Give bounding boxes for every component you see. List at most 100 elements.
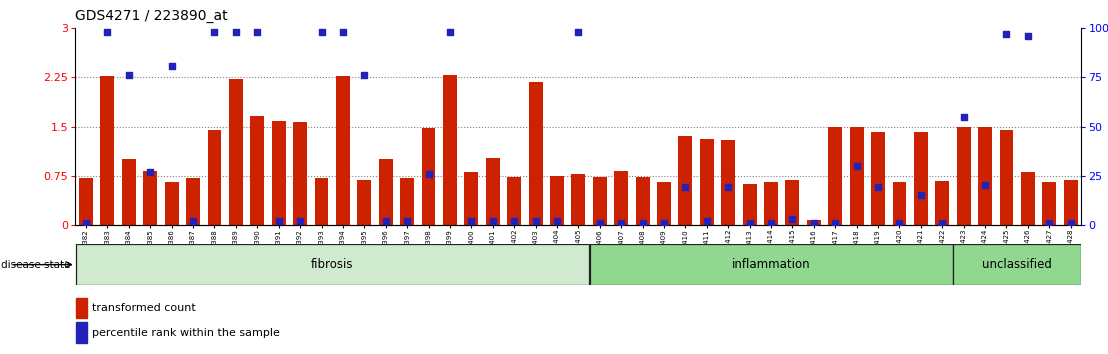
Bar [678,136,692,225]
Bar [914,132,927,225]
Bar [935,181,950,225]
Point [997,32,1015,37]
Bar [765,182,778,225]
Point [184,218,202,224]
Point [248,29,266,35]
Bar [1020,172,1035,225]
Bar [485,158,500,225]
Bar [572,175,585,225]
Point [270,218,288,224]
Point [1019,33,1037,39]
Point [955,114,973,120]
Point [591,220,608,225]
Bar [614,171,628,225]
Bar [657,182,671,225]
Bar [101,76,114,225]
Bar [999,130,1014,225]
Bar [165,182,178,225]
Point [741,220,759,225]
Point [334,29,351,35]
Bar [229,79,243,225]
Point [548,218,566,224]
Bar [529,82,543,225]
Bar [1064,180,1078,225]
Point [142,169,160,175]
Point [783,216,801,222]
Bar [271,121,286,225]
Point [206,29,224,35]
Text: disease state: disease state [1,259,71,270]
Point [312,29,330,35]
Text: fibrosis: fibrosis [311,258,353,271]
Text: transformed count: transformed count [92,303,196,313]
Point [762,220,780,225]
Point [827,220,844,225]
Bar [550,176,564,225]
Point [526,218,544,224]
Bar [871,132,885,225]
Point [377,218,394,224]
Point [1040,220,1058,225]
Bar [978,126,992,225]
Text: GDS4271 / 223890_at: GDS4271 / 223890_at [75,9,228,23]
Bar [75,244,588,285]
Point [806,220,823,225]
Point [613,220,630,225]
Bar [507,177,521,225]
Point [719,185,737,190]
Point [848,163,865,169]
Point [462,218,480,224]
Bar [400,178,414,225]
Text: unclassified: unclassified [983,258,1053,271]
Point [398,218,416,224]
Bar [893,182,906,225]
Text: percentile rank within the sample: percentile rank within the sample [92,327,280,338]
Point [869,185,886,190]
Bar [294,122,307,225]
Bar [336,76,350,225]
Bar [122,159,136,225]
Point [912,193,930,198]
Point [120,73,137,78]
Bar [850,126,863,225]
Point [1061,220,1079,225]
Bar [589,244,953,285]
Bar [593,177,607,225]
Bar [421,128,435,225]
Bar [953,244,1081,285]
Bar [186,178,201,225]
Bar [829,126,842,225]
Bar [379,159,392,225]
Point [634,220,652,225]
Bar [207,130,222,225]
Bar [76,297,88,318]
Point [933,220,951,225]
Bar [786,180,799,225]
Bar [721,139,736,225]
Bar [79,178,93,225]
Bar [315,178,328,225]
Point [227,29,245,35]
Point [505,218,523,224]
Bar [742,184,757,225]
Point [163,63,181,68]
Point [570,29,587,35]
Bar [443,75,456,225]
Bar [807,220,821,225]
Point [99,29,116,35]
Text: inflammation: inflammation [731,258,810,271]
Bar [143,171,157,225]
Point [698,218,716,224]
Point [356,73,373,78]
Bar [956,126,971,225]
Bar [358,180,371,225]
Point [655,220,673,225]
Bar [250,116,264,225]
Point [420,171,438,177]
Point [441,29,459,35]
Point [976,183,994,188]
Bar [464,172,479,225]
Bar [76,322,88,343]
Point [891,220,909,225]
Bar [1043,182,1056,225]
